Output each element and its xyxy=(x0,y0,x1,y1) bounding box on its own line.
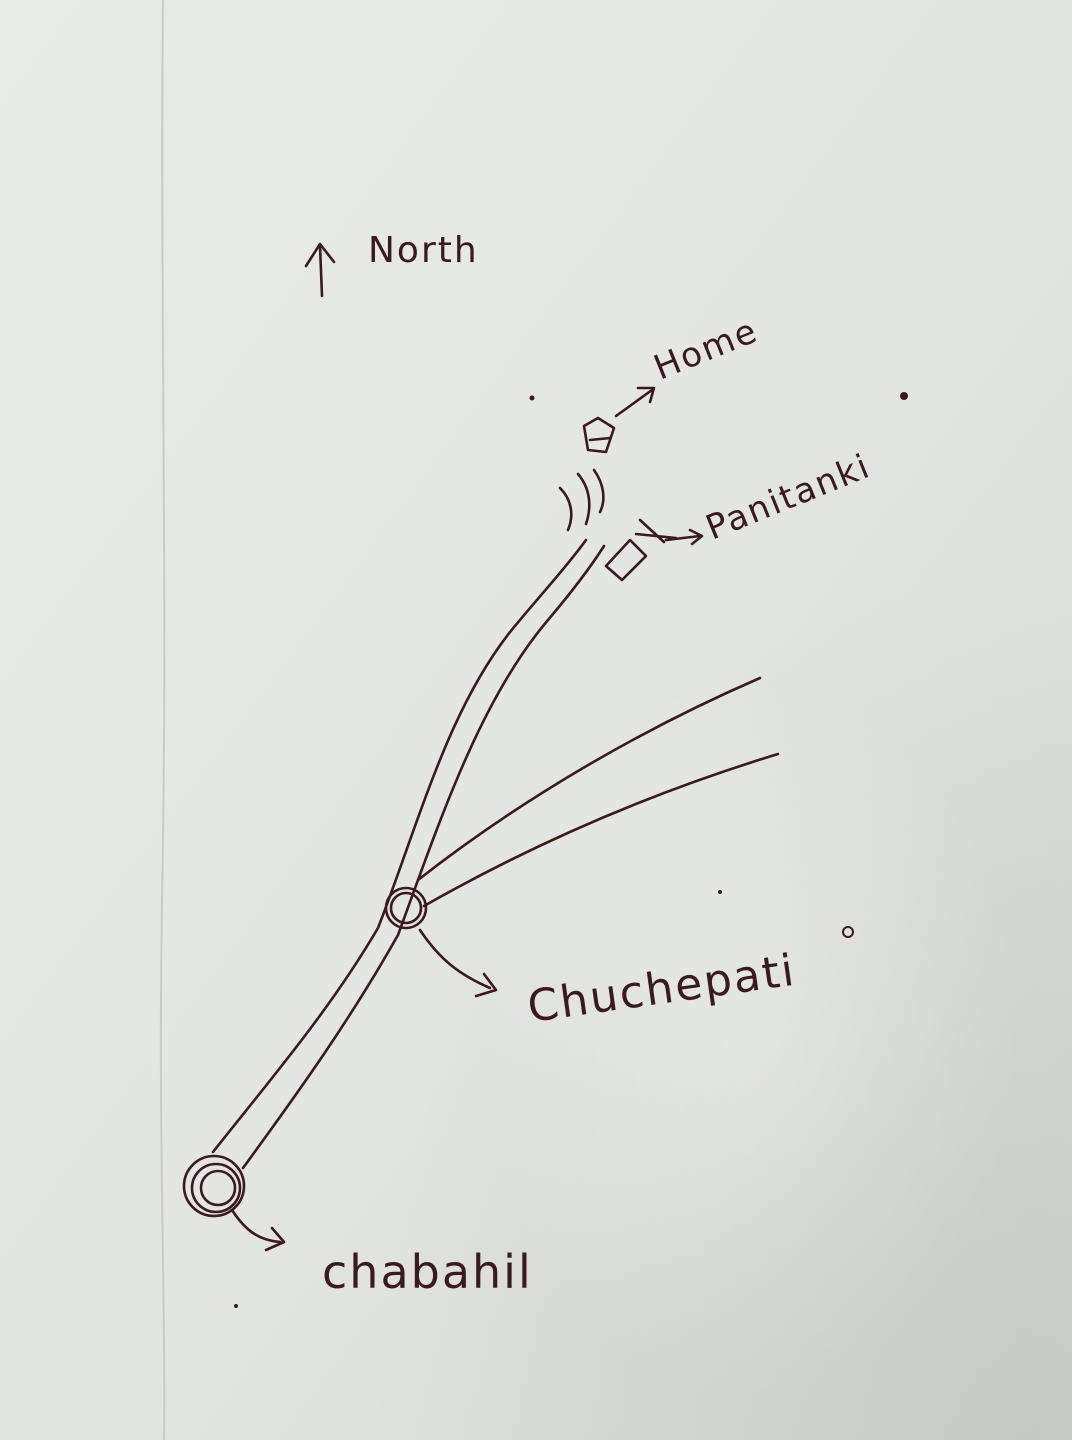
roundabout-icon xyxy=(182,1154,246,1218)
ink-dots xyxy=(234,392,908,1308)
main-road xyxy=(211,538,606,1170)
pointer-arrow-icon xyxy=(614,386,656,418)
chabahil-label: chabahil xyxy=(322,1245,533,1299)
home-road-marks xyxy=(558,468,605,532)
pointer-arrow-icon xyxy=(664,528,704,546)
paper-crease xyxy=(159,0,166,1440)
north-arrow-icon xyxy=(304,242,336,298)
north-label: North xyxy=(368,230,479,271)
roundabout-icon xyxy=(384,886,428,930)
branch-roads xyxy=(416,676,780,908)
pointer-arrow-icon xyxy=(418,928,498,998)
pointer-arrow-icon xyxy=(230,1208,286,1252)
house-icon xyxy=(582,416,616,454)
tank-icon xyxy=(604,518,678,582)
